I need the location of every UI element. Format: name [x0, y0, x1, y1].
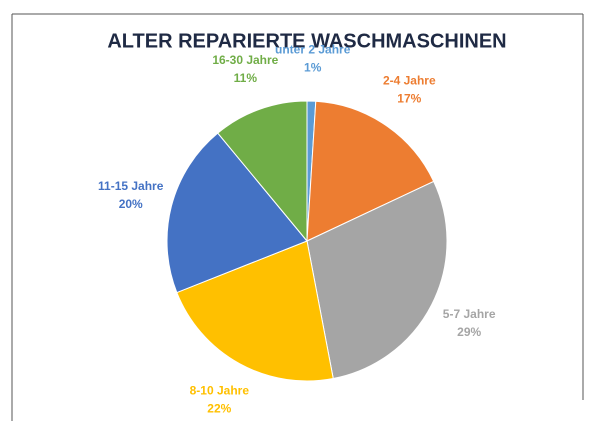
slice-category-label: unter 2 Jahre: [275, 42, 351, 56]
slice-category-label: 11-15 Jahre: [98, 179, 164, 193]
pie-slice: [176, 240, 334, 382]
slice-category-label: 5-7 Jahre: [443, 307, 496, 321]
slice-value-label: 17%: [397, 92, 421, 106]
slice-value-label: 1%: [304, 60, 322, 74]
slice-value-label: 22%: [207, 402, 231, 416]
slice-value-label: 11%: [234, 71, 258, 85]
pie-slice: [306, 180, 448, 380]
slice-category-label: 16-30 Jahre: [212, 53, 278, 67]
slice-category-label: 2-4 Jahre: [383, 74, 436, 88]
pie-slice: [306, 100, 435, 242]
slice-category-label: 8-10 Jahre: [190, 384, 250, 398]
chart-title: ALTER REPARIERTE WASCHMASCHINEN: [107, 30, 506, 52]
slice-value-label: 29%: [457, 325, 481, 339]
slice-value-label: 20%: [119, 197, 143, 211]
pie-slice: [217, 100, 308, 243]
pie-slice: [166, 132, 308, 294]
